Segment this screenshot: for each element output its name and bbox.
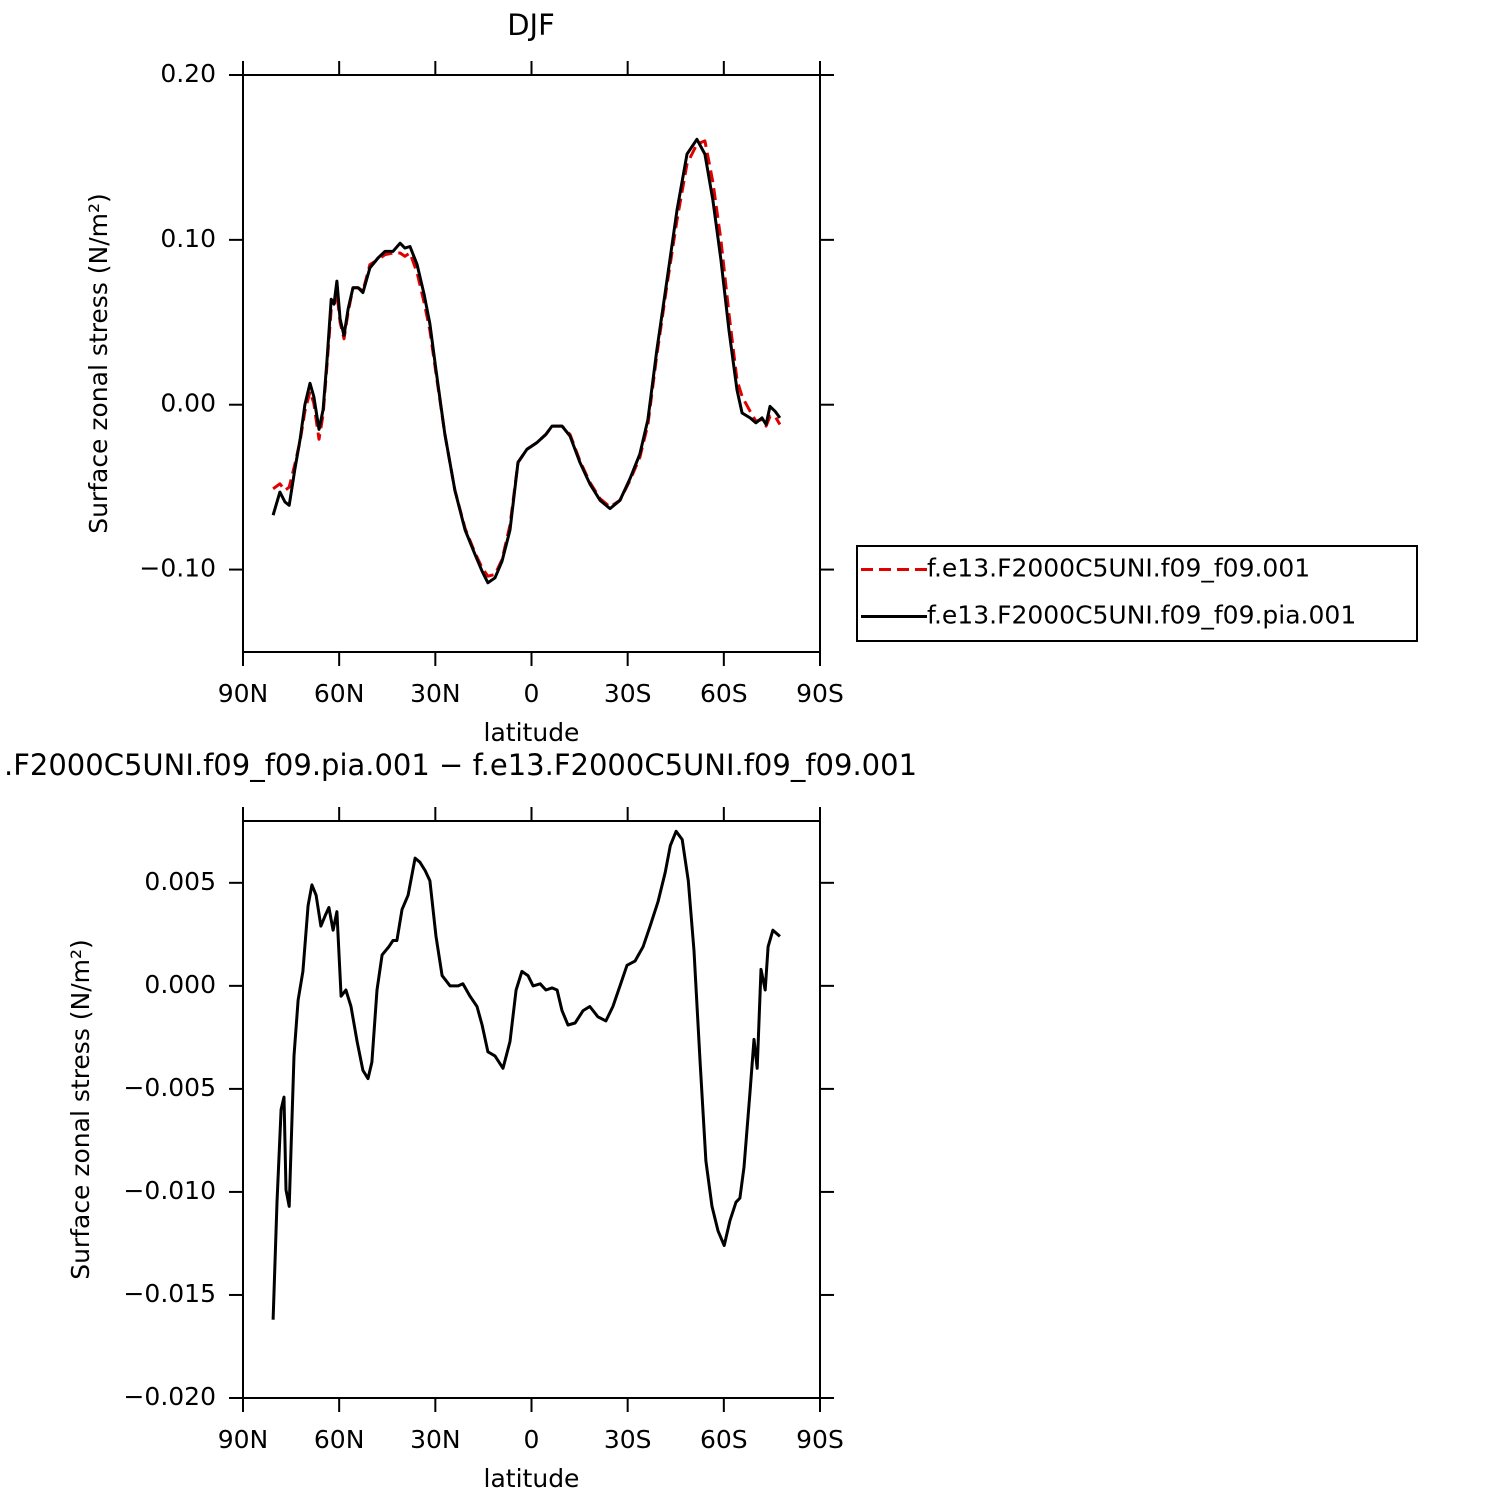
x-tick-label: 60S	[700, 1425, 748, 1454]
y-axis-label: Surface zonal stress (N/m²)	[66, 939, 95, 1280]
y-tick-label: −0.10	[139, 554, 216, 583]
x-tick-label: 30S	[604, 1425, 652, 1454]
y-tick-label: 0.005	[144, 867, 216, 896]
x-tick-label: 30N	[410, 679, 461, 708]
x-tick-label: 30S	[604, 679, 652, 708]
legend-box	[856, 545, 1418, 642]
x-tick-label: 60N	[314, 679, 365, 708]
y-tick-label: 0.10	[160, 224, 216, 253]
y-axis-label: Surface zonal stress (N/m²)	[84, 193, 113, 534]
y-tick-label: −0.010	[123, 1176, 216, 1205]
y-tick-label: 0.00	[160, 389, 216, 418]
series-line	[271, 829, 781, 1320]
chart-title: DJF	[507, 8, 555, 42]
y-tick-label: −0.015	[123, 1279, 216, 1308]
legend-label: f.e13.F2000C5UNI.f09_f09.001	[927, 554, 1310, 583]
y-tick-label: 0.20	[160, 59, 216, 88]
chart-title: .F2000C5UNI.f09_f09.pia.001 − f.e13.F200…	[4, 748, 917, 782]
series-line	[271, 137, 782, 585]
x-tick-label: 90N	[218, 1425, 269, 1454]
x-tick-label: 0	[524, 1425, 540, 1454]
series-line	[272, 139, 782, 578]
x-tick-label: 60S	[700, 679, 748, 708]
x-tick-label: 0	[524, 679, 540, 708]
x-tick-label: 90N	[218, 679, 269, 708]
x-tick-label: 90S	[796, 1425, 844, 1454]
x-tick-label: 60N	[314, 1425, 365, 1454]
y-tick-label: 0.000	[144, 970, 216, 999]
x-axis-label: latitude	[484, 1464, 580, 1493]
x-tick-label: 30N	[410, 1425, 461, 1454]
x-axis-label: latitude	[484, 718, 580, 747]
y-tick-label: −0.005	[123, 1073, 216, 1102]
legend-label: f.e13.F2000C5UNI.f09_f09.pia.001	[927, 601, 1356, 630]
x-tick-label: 90S	[796, 679, 844, 708]
y-tick-label: −0.020	[123, 1382, 216, 1411]
